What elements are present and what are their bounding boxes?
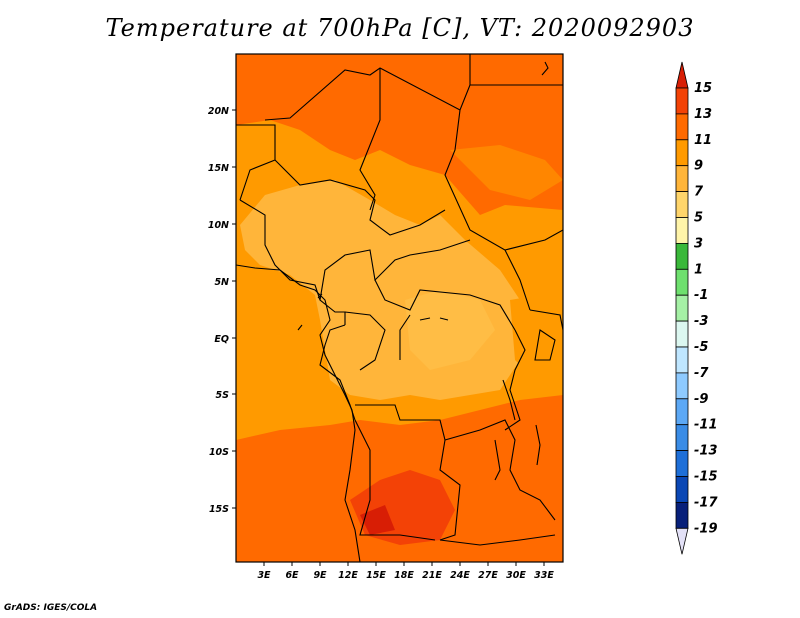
colorbar-swatch: [675, 527, 689, 555]
lat-tick-label: 15S: [209, 504, 229, 515]
colorbar-label: -15: [694, 470, 718, 485]
lon-tick-label: 12E: [338, 570, 358, 581]
lon-tick-label: 18E: [394, 570, 414, 581]
lon-tick-label: 9E: [313, 570, 327, 581]
colorbar-swatch: [675, 450, 689, 477]
map-frame: [235, 53, 564, 563]
colorbar: 15 13 11 9 7 5 3 1 -1 -3 -5 -7 -9 -11 -13 -15 -17 -19: [675, 61, 718, 555]
lon-tick-label: 33E: [534, 570, 554, 581]
lat-tick-label: 10N: [208, 220, 229, 231]
colorbar-label: -11: [694, 418, 718, 433]
colorbar-label: 9: [694, 159, 703, 174]
colorbar-swatch: [675, 191, 689, 218]
lon-tick-label: 3E: [257, 570, 271, 581]
colorbar-swatch: [675, 501, 689, 529]
lat-tick-label: 5N: [214, 277, 229, 288]
colorbar-label: -19: [694, 521, 718, 536]
colorbar-swatch: [675, 398, 689, 426]
colorbar-label: -13: [694, 444, 718, 459]
colorbar-label: 5: [694, 211, 703, 226]
lon-tick-label: 21E: [422, 570, 442, 581]
colorbar-label: -17: [694, 495, 718, 510]
lat-tick-label: 20N: [208, 106, 229, 117]
colorbar-swatch: [675, 476, 689, 503]
lon-tick-label: 24E: [450, 570, 470, 581]
map-title: Temperature at 700hPa [C], VT: 202009290…: [105, 14, 695, 42]
colorbar-swatch: [675, 113, 689, 141]
colorbar-label: -1: [694, 288, 708, 303]
colorbar-swatch: [675, 424, 689, 452]
lon-axis: 3E 6E 9E 12E 15E 18E 21E 24E 27E 30E 33E: [257, 562, 554, 581]
colorbar-label: -3: [694, 314, 708, 329]
colorbar-swatch: [675, 61, 689, 89]
colorbar-swatch: [675, 346, 689, 374]
lat-axis: 20N 15N 10N 5N EQ 5S 10S 15S: [208, 106, 236, 515]
country-borders: [236, 54, 563, 546]
lon-tick-label: 30E: [506, 570, 526, 581]
colorbar-label: -9: [694, 392, 708, 407]
lon-tick-label: 27E: [478, 570, 498, 581]
colorbar-label: 13: [694, 107, 712, 122]
colorbar-label: 3: [694, 236, 703, 251]
lat-tick-label: 10S: [209, 447, 229, 458]
colorbar-label: 1: [694, 262, 703, 277]
colorbar-swatch: [675, 294, 689, 322]
lat-tick-label: EQ: [214, 334, 229, 345]
colorbar-swatch: [675, 372, 689, 400]
colorbar-label: 7: [694, 185, 704, 200]
colorbar-swatch: [675, 268, 689, 296]
colorbar-label: -7: [694, 366, 709, 381]
lat-tick-label: 5S: [216, 390, 230, 401]
coastline: [236, 61, 549, 562]
colorbar-swatch: [675, 242, 689, 270]
colorbar-swatch: [675, 165, 689, 192]
colorbar-swatch: [675, 139, 689, 167]
colorbar-swatch: [675, 87, 689, 115]
grads-credit: GrADS: IGES/COLA: [4, 603, 98, 613]
lat-tick-label: 15N: [208, 163, 229, 174]
temperature-field: [236, 54, 563, 562]
colorbar-swatch: [675, 217, 689, 244]
lon-tick-label: 15E: [366, 570, 386, 581]
colorbar-label: 15: [694, 81, 712, 96]
colorbar-swatch: [675, 320, 689, 348]
colorbar-label: 11: [694, 133, 712, 148]
colorbar-label: -5: [694, 340, 708, 355]
lon-tick-label: 6E: [285, 570, 299, 581]
